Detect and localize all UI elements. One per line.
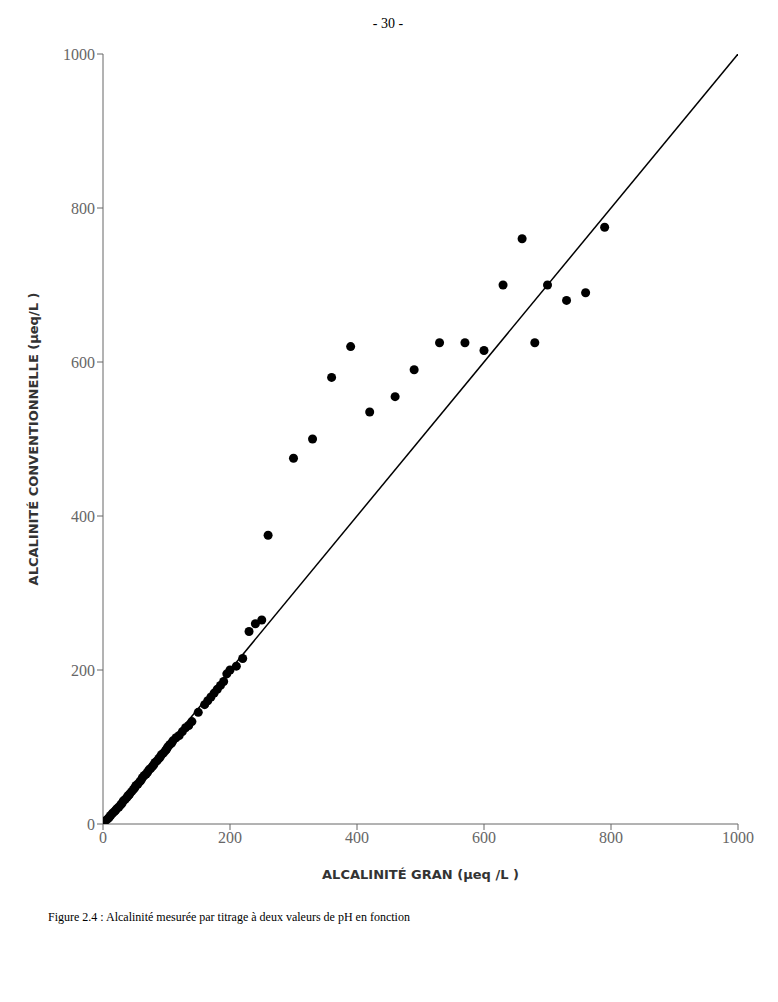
svg-text:400: 400 — [71, 508, 95, 525]
svg-text:ALCALINITÉ CONVENTIONNELLE (μe: ALCALINITÉ CONVENTIONNELLE (μeq/L ) — [26, 293, 41, 586]
svg-text:200: 200 — [218, 829, 242, 846]
svg-text:1000: 1000 — [722, 829, 754, 846]
svg-text:1000: 1000 — [63, 46, 95, 63]
svg-text:0: 0 — [99, 829, 107, 846]
html-text:- 30 -: - 30 - — [372, 16, 404, 31]
svg-text:ALCALINITÉ GRAN (μeq /L ): ALCALINITÉ GRAN (μeq /L ) — [322, 867, 519, 882]
svg-text:600: 600 — [71, 354, 95, 371]
svg-text:400: 400 — [345, 829, 369, 846]
svg-text:0: 0 — [87, 816, 95, 833]
svg-text:800: 800 — [71, 200, 95, 217]
svg-text:600: 600 — [472, 829, 496, 846]
svg-text:800: 800 — [599, 829, 623, 846]
svg-text:200: 200 — [71, 662, 95, 679]
html-text:Figure 2.4 : Alcalinité mesuré: Figure 2.4 : Alcalinité mesurée par titr… — [48, 910, 410, 924]
